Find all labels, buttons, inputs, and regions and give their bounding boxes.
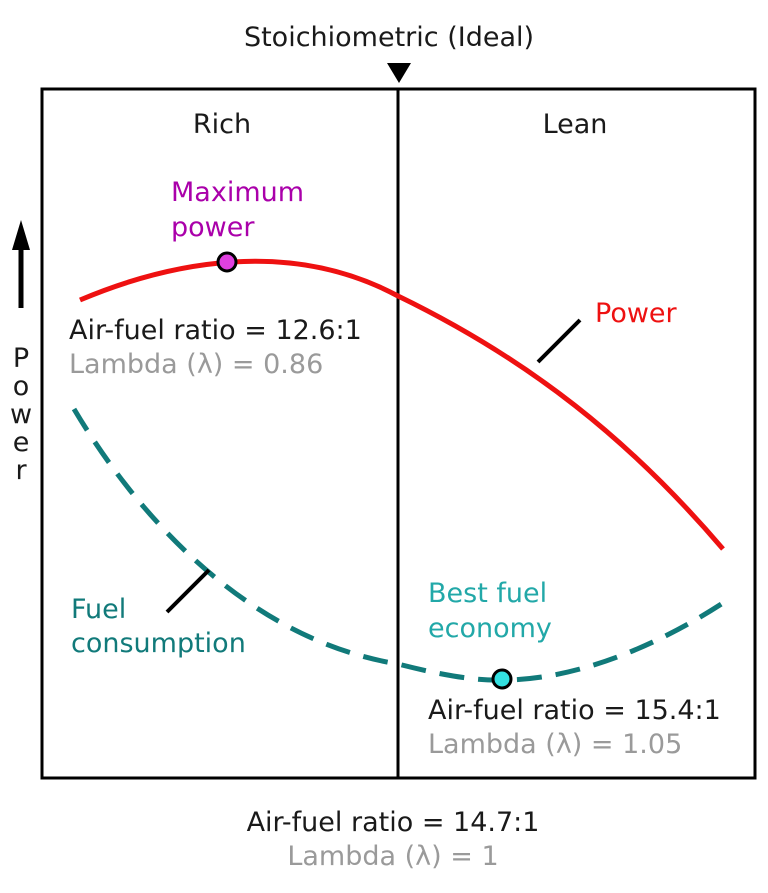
region-label-rich: Rich — [193, 109, 251, 140]
stoichiometric-arrow-marker — [387, 63, 411, 83]
power-curve-label: Power — [595, 298, 678, 329]
maximum-power-lambda: Lambda (λ) = 0.86 — [69, 349, 323, 380]
best-economy-title-2: economy — [428, 613, 552, 644]
best-economy-marker — [491, 668, 513, 690]
power-leader-line — [536, 318, 582, 364]
best-economy-afr: Air-fuel ratio = 15.4:1 — [428, 695, 721, 726]
maximum-power-afr: Air-fuel ratio = 12.6:1 — [69, 315, 362, 346]
stoichiometric-lambda: Lambda (λ) = 1 — [287, 841, 498, 872]
best-economy-title-1: Best fuel — [428, 578, 547, 609]
maximum-power-marker — [216, 251, 238, 273]
fuel-label-1: Fuel — [71, 594, 126, 625]
maximum-power-title-2: power — [171, 212, 255, 243]
fuel-consumption-curve — [71, 407, 725, 683]
best-economy-lambda: Lambda (λ) = 1.05 — [428, 729, 682, 760]
stoichiometric-afr: Air-fuel ratio = 14.7:1 — [247, 807, 540, 838]
power-curve — [79, 258, 725, 551]
stoichiometric-header: Stoichiometric (Ideal) — [244, 22, 534, 53]
fuel-leader-line — [165, 568, 211, 614]
up-arrow-icon — [12, 220, 30, 250]
region-label-lean: Lean — [543, 109, 608, 140]
fuel-label-2: consumption — [71, 628, 246, 659]
maximum-power-title-1: Maximum — [171, 177, 304, 208]
